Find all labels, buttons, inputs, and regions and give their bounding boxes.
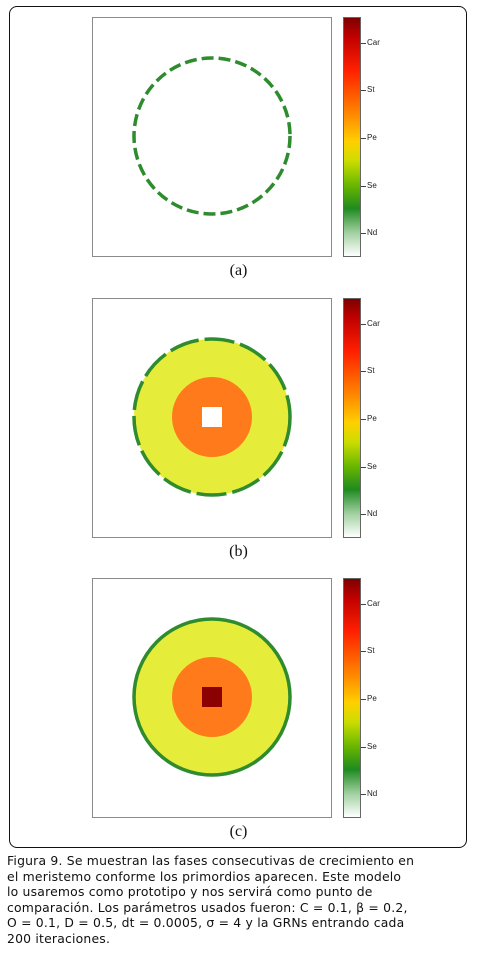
colorbar-label-st: St xyxy=(367,646,375,655)
panel-label-a: (a) xyxy=(229,262,248,279)
caption-line: comparación. Los parámetros usados fuero… xyxy=(7,899,408,915)
colorbar-label-se: Se xyxy=(367,742,377,751)
colorbar-tick xyxy=(361,233,366,234)
meristem-plot-c xyxy=(132,617,292,777)
colorbar-tick xyxy=(361,747,366,748)
colorbar-label-nd: Nd xyxy=(367,789,378,798)
colorbar-tick xyxy=(361,419,366,420)
figure-frame xyxy=(9,6,467,848)
colorbar-label-car: Car xyxy=(367,319,380,328)
colorbar-label-pe: Pe xyxy=(367,414,377,423)
colorbar-tick xyxy=(361,604,366,605)
caption-line: O = 0.1, D = 0.5, dt = 0.0005, σ = 4 y l… xyxy=(7,915,405,930)
colorbar-label-st: St xyxy=(367,366,375,375)
colorbar-tick xyxy=(361,514,366,515)
colorbar-tick xyxy=(361,467,366,468)
colorbar-tick xyxy=(361,699,366,700)
tissue-region xyxy=(202,687,222,707)
colorbar-tick xyxy=(361,90,366,91)
meristem-border xyxy=(132,56,292,216)
plot-c xyxy=(92,578,332,818)
meristem-border xyxy=(132,337,292,497)
colorbar-label-car: Car xyxy=(367,599,380,608)
caption-line: 200 iteraciones. xyxy=(7,930,111,946)
colorbar-tick xyxy=(361,138,366,139)
panel-label-c: (c) xyxy=(229,823,248,840)
colorbar-tick xyxy=(361,794,366,795)
colorbar-tick xyxy=(361,324,366,325)
colorbar-label-car: Car xyxy=(367,38,380,47)
plot-b xyxy=(92,298,332,538)
colorbar-tick xyxy=(361,651,366,652)
colorbar-label-nd: Nd xyxy=(367,509,378,518)
colorbar-tick xyxy=(361,43,366,44)
colorbar-label-st: St xyxy=(367,85,375,94)
caption-line: Figura 9. Se muestran las fases consecut… xyxy=(7,853,415,868)
figure-caption: Figura 9. Se muestran las fases consecut… xyxy=(7,853,470,946)
colorbar-label-pe: Pe xyxy=(367,133,377,142)
colorbar-label-se: Se xyxy=(367,462,377,471)
colorbar-tick xyxy=(361,371,366,372)
colorbar-label-nd: Nd xyxy=(367,228,378,237)
colorbar-label-pe: Pe xyxy=(367,694,377,703)
plot-a xyxy=(92,17,332,257)
colorbar-label-se: Se xyxy=(367,181,377,190)
meristem-border xyxy=(132,617,292,777)
panel-label-b: (b) xyxy=(229,543,248,560)
meristem-plot-a xyxy=(132,56,292,216)
colorbar-a xyxy=(343,17,361,257)
caption-line: lo usaremos como prototipo y nos servirá… xyxy=(7,884,373,899)
tissue-region xyxy=(202,407,222,427)
colorbar-c xyxy=(343,578,361,818)
meristem-plot-b xyxy=(132,337,292,497)
colorbar-tick xyxy=(361,186,366,187)
caption-line: el meristemo conforme los primordios apa… xyxy=(7,868,402,884)
colorbar-b xyxy=(343,298,361,538)
